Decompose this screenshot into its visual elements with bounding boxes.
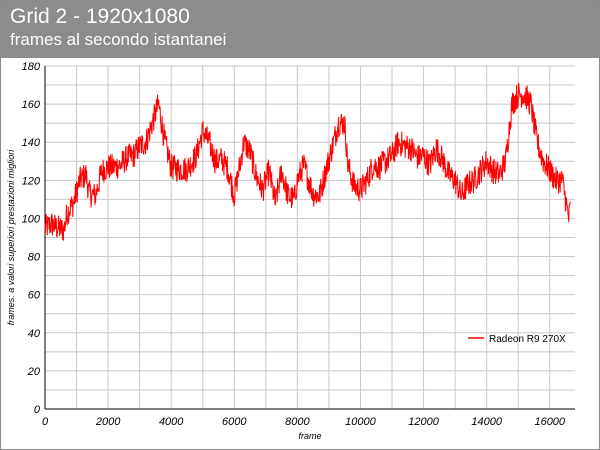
x-tick-label: 6000 [222, 416, 247, 428]
chart-title: Grid 2 - 1920x1080 [10, 5, 190, 28]
legend: Radeon R9 270X [468, 334, 566, 345]
x-tick-labels: 0 2000 4000 6000 8000 10000 12000 14000 16000 [42, 416, 566, 428]
x-tick-label: 0 [42, 416, 49, 428]
y-tick-label: 140 [22, 137, 41, 149]
x-tick-label: 4000 [159, 416, 184, 428]
y-tick-label: 120 [22, 175, 41, 187]
x-tick-label: 14000 [471, 416, 502, 428]
y-tick-label: 0 [34, 404, 41, 416]
axes [44, 66, 575, 410]
y-tick-label: 80 [28, 252, 41, 264]
x-tick-label: 10000 [345, 416, 376, 428]
y-tick-label: 40 [28, 328, 41, 340]
x-tick-label: 12000 [408, 416, 439, 428]
x-axis-label: frame [298, 431, 321, 441]
y-tick-label: 180 [22, 61, 41, 73]
chart-header: Grid 2 - 1920x1080 frames al secondo ist… [1, 1, 599, 58]
y-tick-label: 60 [28, 290, 41, 302]
series-layer [44, 82, 571, 241]
y-axis-label: frames: a valori superiori prestazioni m… [6, 149, 16, 326]
x-tick-label: 2000 [95, 416, 121, 428]
y-tick-labels: 0 20 40 60 80 100 120 140 160 180 [22, 61, 41, 416]
x-tick-label: 16000 [534, 416, 565, 428]
x-tick-label: 8000 [285, 416, 310, 428]
chart-subtitle: frames al secondo istantanei [10, 30, 227, 49]
series-line [44, 82, 571, 241]
legend-label: Radeon R9 270X [489, 334, 566, 345]
y-tick-label: 100 [22, 213, 41, 225]
y-tick-label: 20 [27, 366, 41, 378]
grid-lines [44, 65, 575, 410]
y-tick-label: 160 [22, 99, 41, 111]
